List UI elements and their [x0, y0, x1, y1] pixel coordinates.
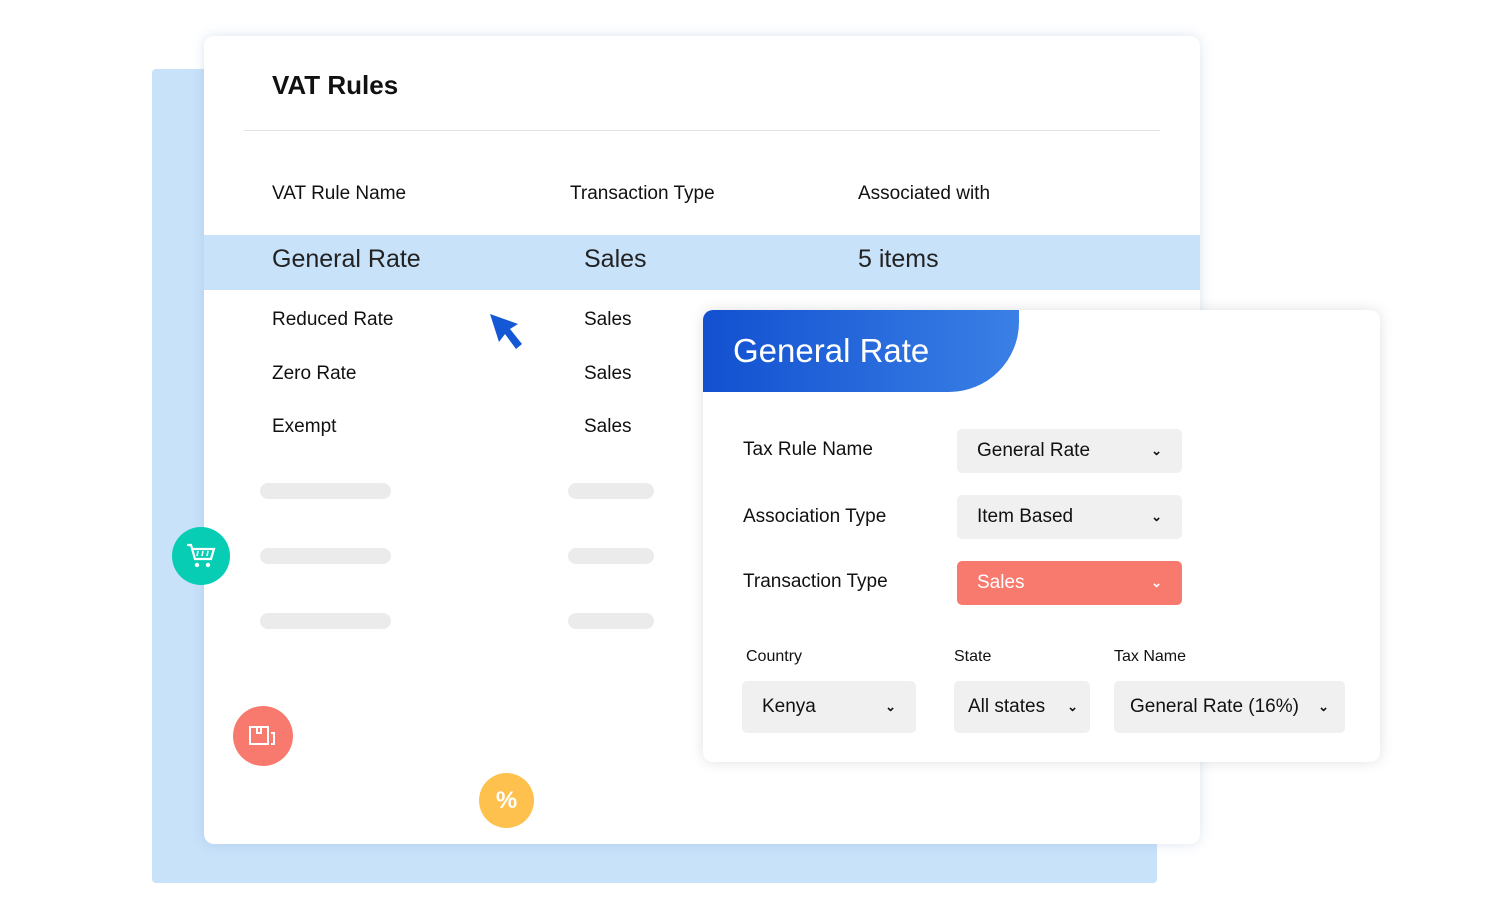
chevron-down-icon: ⌄ [1067, 699, 1078, 714]
panel-title: General Rate [703, 310, 1019, 392]
table-row-selected[interactable]: General Rate Sales 5 items [204, 235, 1200, 290]
table-row[interactable]: Reduced Rate [272, 309, 394, 330]
cursor-arrow-icon [490, 314, 522, 349]
box-icon [233, 706, 293, 766]
association-type-label: Association Type [743, 506, 887, 527]
table-row[interactable]: Zero Rate [272, 363, 357, 384]
tax-rule-name-label: Tax Rule Name [743, 439, 873, 460]
state-dropdown[interactable]: All states ⌄ [954, 681, 1090, 733]
divider [244, 130, 1160, 131]
tax-name-dropdown[interactable]: General Rate (16%) ⌄ [1114, 681, 1345, 733]
state-label: State [954, 648, 992, 665]
skeleton-line [260, 548, 391, 564]
skeleton-line [568, 548, 654, 564]
skeleton-line [568, 613, 654, 629]
dropdown-value: General Rate [977, 440, 1091, 461]
country-dropdown[interactable]: Kenya ⌄ [742, 681, 916, 733]
percent-icon: % [479, 773, 534, 828]
country-label: Country [746, 648, 803, 665]
chevron-down-icon: ⌄ [1151, 575, 1162, 590]
transaction-type-label: Transaction Type [743, 571, 888, 592]
column-header-assoc: Associated with [858, 183, 991, 204]
dropdown-value: General Rate (16%) [1130, 696, 1299, 717]
dropdown-value: All states [968, 696, 1046, 717]
dropdown-value: Kenya [762, 696, 816, 717]
table-row[interactable]: Exempt [272, 416, 337, 437]
tax-name-label: Tax Name [1114, 648, 1187, 665]
skeleton-line [260, 483, 391, 499]
skeleton-line [568, 483, 654, 499]
chevron-down-icon: ⌄ [885, 699, 896, 714]
column-header-name: VAT Rule Name [272, 183, 407, 204]
chevron-down-icon: ⌄ [1151, 509, 1162, 524]
chevron-down-icon: ⌄ [1151, 443, 1162, 458]
tax-rule-name-dropdown[interactable]: General Rate ⌄ [957, 429, 1182, 473]
cell-type: Sales [584, 416, 632, 437]
general-rate-panel: General Rate Tax Rule Name General Rate ⌄… [703, 310, 1380, 762]
dropdown-value: Item Based [977, 506, 1074, 527]
page-title: VAT Rules [272, 70, 399, 100]
cart-icon [172, 527, 230, 585]
cell-type: Sales [584, 363, 632, 384]
transaction-type-dropdown[interactable]: Sales ⌄ [957, 561, 1182, 605]
cell-type: Sales [584, 309, 632, 330]
dropdown-value: Sales [977, 572, 1025, 593]
cell-type: Sales [584, 245, 647, 273]
skeleton-line [260, 613, 391, 629]
association-type-dropdown[interactable]: Item Based ⌄ [957, 495, 1182, 539]
cell-assoc: 5 items [858, 245, 939, 273]
column-header-type: Transaction Type [570, 183, 715, 204]
cell-name: General Rate [272, 245, 421, 273]
chevron-down-icon: ⌄ [1318, 699, 1329, 714]
